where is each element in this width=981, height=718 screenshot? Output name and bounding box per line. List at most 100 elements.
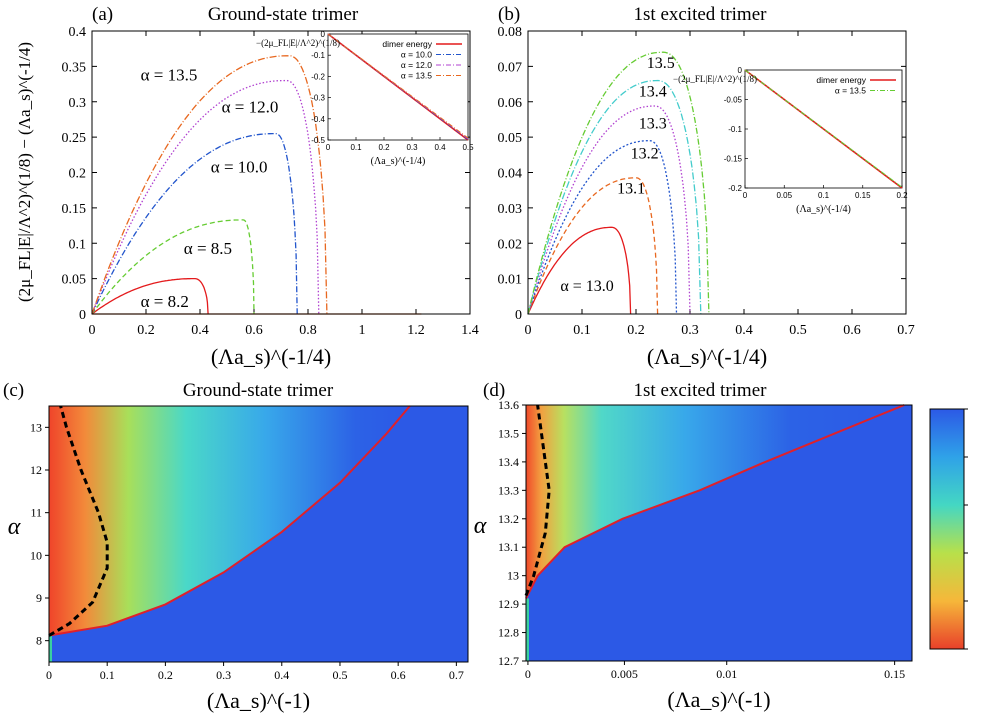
- x-tick-label: 0.2: [627, 323, 645, 338]
- inset-y-tick-label: -0.5: [311, 136, 325, 145]
- y-tick-label: 10: [30, 548, 42, 562]
- x-tick-label: 0.6: [843, 323, 861, 338]
- inset-y-tick-label: -0.2: [311, 72, 325, 81]
- inset-y-tick-label: -0.1: [728, 125, 742, 134]
- inset-y-tick-label: -0.3: [311, 94, 325, 103]
- heatmap-edge: [526, 598, 529, 661]
- x-tick-label: 1: [359, 323, 366, 338]
- inset-x-tick-label: 0.4: [434, 143, 446, 152]
- inset-series-line: [327, 33, 469, 139]
- x-tick-label: 0: [46, 668, 52, 682]
- y-tick-label: 13.1: [498, 540, 519, 554]
- inset-legend-label: α = 12.0: [401, 60, 432, 70]
- inset-legend-label: α = 10.0: [401, 50, 432, 60]
- x-tick-label: 0.2: [137, 323, 155, 338]
- x-tick-label: 0.4: [735, 323, 753, 338]
- x-tick-label: 1.4: [461, 323, 479, 338]
- x-tick-label: 0.6: [245, 323, 263, 338]
- y-tick-label: 0.01: [498, 273, 523, 288]
- inset-legend-label: α = 13.5: [401, 71, 432, 81]
- series-line: [91, 277, 209, 315]
- series-line: [527, 226, 632, 315]
- inset-x-tick-label: 0: [743, 191, 748, 200]
- series-line: [527, 140, 678, 315]
- y-axis-label: α: [474, 513, 487, 539]
- inset-y-tick-label: -0.2: [728, 184, 742, 193]
- y-tick-label: 0.15: [62, 202, 87, 217]
- y-axis-label: α: [8, 514, 21, 540]
- y-tick-label: 13.2: [498, 512, 519, 526]
- x-tick-label: 0.2: [158, 668, 173, 682]
- y-tick-label: 13: [507, 569, 519, 583]
- x-tick-label: 0.1: [573, 323, 591, 338]
- heatmap-region: [49, 406, 410, 636]
- x-axis-label: (Λa_s)^(-1): [667, 687, 770, 712]
- x-axis-label: (Λa_s)^(-1/4): [647, 344, 767, 369]
- series-label: 13.5: [647, 55, 675, 72]
- y-tick-label: 8: [36, 634, 42, 648]
- x-tick-label: 0.8: [299, 323, 317, 338]
- y-axis-label: (2μ_FL|E|/Λ^2)^(1/8) − (Λa_s)^(-1/4): [15, 42, 34, 302]
- x-tick-label: 0.4: [274, 668, 289, 682]
- colorbar: 10.80.60.40.20: [929, 408, 968, 650]
- y-tick-label: 0.1: [69, 237, 87, 252]
- y-tick-label: 0.2: [69, 167, 87, 182]
- heatmap-region: [526, 405, 905, 599]
- x-tick-label: 0.1: [100, 668, 115, 682]
- x-tick-label: 0.5: [332, 668, 347, 682]
- series-label: α = 13.0: [560, 278, 613, 295]
- x-tick-label: 1.2: [407, 323, 425, 338]
- x-tick-label: 0.005: [611, 667, 638, 681]
- y-tick-label: 0.04: [498, 167, 523, 182]
- inset-series-line: [744, 69, 903, 188]
- x-axis-label: (Λa_s)^(-1/4): [211, 344, 331, 369]
- panel-title: 1st excited trimer: [634, 380, 768, 401]
- y-tick-label: 0.05: [498, 131, 523, 146]
- inset-y-tick-label: -0.05: [724, 96, 743, 105]
- panel-label: (b): [498, 4, 520, 25]
- inset-x-tick-label: 0.3: [406, 143, 418, 152]
- inset-y-axis-label: −(2μ_FL|E|/Λ^2)^(1/8): [673, 74, 757, 84]
- y-tick-label: 0.02: [498, 237, 523, 252]
- inset-y-axis-label: −(2μ_FL|E|/Λ^2)^(1/8): [256, 38, 340, 48]
- series-label: 13.3: [639, 115, 667, 132]
- x-tick-label: 0.4: [191, 323, 209, 338]
- panel-title: 1st excited trimer: [634, 4, 768, 25]
- x-tick-label: 0: [89, 323, 96, 338]
- inset-y-tick-label: -0.4: [311, 115, 325, 124]
- colorbar-gradient: [929, 408, 965, 650]
- series-label: α = 13.5: [141, 66, 198, 85]
- panel-b: (b) 1st excited trimer 0 0.1 0.2 0.3 0.4 0.5 0.6…: [498, 4, 915, 369]
- plot-frame: [48, 405, 469, 663]
- series-line: [91, 55, 328, 315]
- y-tick-label: 12.8: [498, 626, 519, 640]
- inset-x-tick-label: 0.1: [818, 191, 830, 200]
- inset-y-tick-label: -0.15: [724, 155, 743, 164]
- x-tick-label: 0.15: [884, 667, 905, 681]
- heatmap-edge: [49, 635, 52, 662]
- inset-y-tick-label: -0.1: [311, 51, 325, 60]
- panel-c: (c) Ground-state trimer 8 9 10 11 12 13 0 0.1 0.2 0…: [3, 380, 469, 713]
- y-tick-label: 13: [30, 420, 42, 434]
- x-tick-label: 0.3: [216, 668, 231, 682]
- inset-x-tick-label: 0.2: [896, 191, 908, 200]
- plot-frame: [527, 30, 907, 315]
- red-boundary-line: [525, 404, 905, 599]
- y-tick-label: 12: [30, 463, 42, 477]
- panel-title: Ground-state trimer: [208, 4, 359, 25]
- inset-x-tick-label: 0.05: [776, 191, 792, 200]
- x-tick-label: 0: [525, 667, 531, 681]
- series-line: [527, 51, 710, 315]
- y-tick-label: 0.07: [498, 60, 523, 75]
- panel-title: Ground-state trimer: [183, 380, 334, 401]
- series-label: α = 8.5: [184, 239, 232, 258]
- panel-label: (c): [3, 380, 24, 401]
- dashed-boundary-line: [48, 405, 109, 637]
- x-tick-label: 0.3: [681, 323, 699, 338]
- plot-frame: [91, 30, 471, 315]
- panel-a: (a) Ground-state trimer 0 0.2 0.4 0.6 0.8 1 1.2 1…: [15, 4, 479, 369]
- x-axis-label: (Λa_s)^(-1): [207, 688, 310, 713]
- inset-x-tick-label: 0.15: [855, 191, 871, 200]
- inset-x-tick-label: 0: [326, 143, 331, 152]
- x-tick-label: 0.7: [897, 323, 915, 338]
